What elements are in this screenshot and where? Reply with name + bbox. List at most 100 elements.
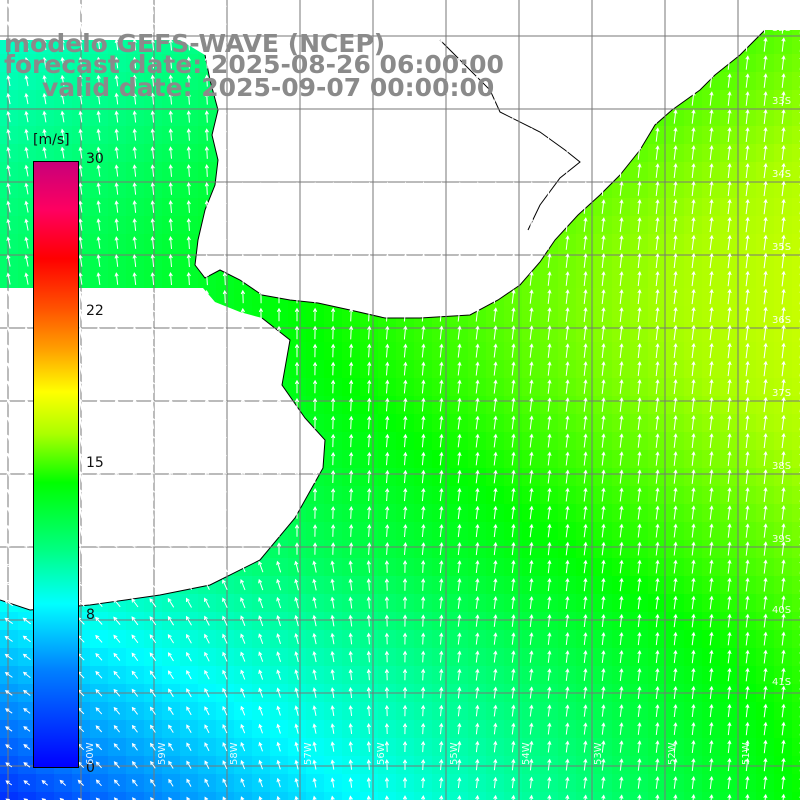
- wind-cell: [792, 612, 800, 630]
- wind-arrow: [204, 164, 209, 177]
- wind-arrow: [168, 38, 173, 51]
- wind-arrow: [475, 73, 480, 88]
- wind-arrow: [637, 235, 642, 250]
- wind-arrow: [619, 163, 624, 178]
- wind-arrow: [619, 145, 624, 160]
- wind-arrow: [96, 128, 101, 141]
- wind-arrow: [511, 235, 516, 250]
- wind-arrow: [781, 216, 786, 233]
- wind-arrow: [727, 91, 732, 106]
- wind-arrow: [78, 74, 83, 87]
- wind-arrow: [132, 128, 137, 141]
- wind-arrow: [745, 234, 750, 251]
- wind-arrow: [457, 217, 462, 232]
- wind-arrow: [673, 127, 678, 142]
- wind-arrow: [312, 74, 318, 87]
- wind-arrow: [565, 109, 570, 124]
- wind-arrow: [583, 181, 588, 196]
- wind-arrow: [637, 19, 642, 34]
- wind-cell: [792, 630, 800, 648]
- wind-arrow: [276, 217, 282, 232]
- wind-arrow: [24, 236, 29, 249]
- wind-arrow: [60, 2, 65, 15]
- wind-arrow: [637, 181, 642, 196]
- wind-arrow: [763, 73, 768, 88]
- wind-arrow: [78, 218, 83, 231]
- lat-label: 36S: [772, 315, 792, 326]
- wind-arrow: [42, 56, 47, 69]
- wind-arrow: [529, 163, 534, 178]
- wind-arrow: [132, 218, 137, 231]
- wind-arrow: [655, 234, 660, 251]
- wind-cell: [792, 648, 800, 666]
- wind-arrow: [403, 163, 408, 178]
- wind-arrow: [312, 181, 318, 196]
- wind-arrow: [493, 1, 498, 16]
- wind-arrow: [511, 127, 516, 142]
- wind-arrow: [385, 181, 390, 196]
- wind-arrow: [403, 91, 408, 106]
- wind-arrow: [781, 126, 786, 143]
- wind-arrow: [745, 198, 750, 215]
- wind-cell: [90, 792, 108, 800]
- wind-arrow: [601, 37, 606, 52]
- wind-arrow: [691, 145, 696, 160]
- wind-arrow: [330, 145, 336, 160]
- wind-cell: [126, 792, 144, 800]
- wind-arrow: [763, 1, 768, 16]
- wind-arrow: [168, 182, 173, 195]
- wind-cell: [792, 450, 800, 468]
- wind-arrow: [60, 146, 65, 159]
- wind-arrow: [655, 163, 660, 178]
- wind-cell: [792, 738, 800, 756]
- wind-arrow: [96, 20, 101, 33]
- wind-arrow: [78, 92, 83, 105]
- wind-arrow: [6, 182, 11, 195]
- wind-arrow: [276, 145, 282, 159]
- wind-arrow: [60, 110, 65, 123]
- wind-arrow: [745, 73, 750, 88]
- wind-arrow: [96, 2, 101, 15]
- wind-arrow: [6, 3, 11, 14]
- wind-arrow: [619, 19, 624, 34]
- wind-arrow: [727, 19, 732, 34]
- wind-cell: [792, 396, 800, 414]
- wind-arrow: [529, 109, 534, 124]
- wind-arrow: [457, 73, 462, 88]
- wind-arrow: [583, 91, 588, 106]
- wind-arrow: [312, 92, 318, 105]
- wind-arrow: [258, 74, 264, 87]
- wind-arrow: [565, 235, 570, 250]
- wind-arrow: [222, 92, 228, 105]
- wind-arrow: [367, 91, 372, 106]
- wind-arrow: [6, 146, 11, 159]
- wind-arrow: [781, 234, 786, 251]
- wind-arrow: [60, 74, 65, 87]
- wind-cell: [792, 540, 800, 558]
- wind-arrow: [583, 199, 588, 214]
- wind-arrow: [186, 20, 191, 33]
- wind-arrow: [691, 37, 696, 52]
- wind-arrow: [457, 2, 462, 15]
- wind-arrow: [132, 236, 137, 249]
- wind-arrow: [222, 56, 228, 69]
- wind-arrow: [150, 2, 155, 15]
- wind-arrow: [114, 218, 119, 231]
- wind-arrow: [186, 128, 191, 141]
- wind-arrow: [186, 253, 191, 268]
- wind-arrow: [529, 217, 534, 232]
- wind-arrow: [529, 1, 534, 16]
- wind-arrow: [709, 1, 714, 16]
- coastline: [0, 29, 766, 611]
- wind-arrow: [619, 1, 624, 16]
- wind-arrow: [24, 128, 29, 141]
- wind-arrow: [240, 20, 246, 33]
- wind-arrow: [240, 164, 246, 177]
- wind-arrows: [4, 1, 800, 800]
- wind-arrow: [457, 127, 462, 142]
- wind-arrow: [619, 127, 624, 142]
- wind-arrow: [655, 1, 660, 16]
- wind-arrow: [547, 109, 552, 124]
- wind-arrow: [204, 20, 209, 33]
- wind-arrow: [114, 236, 119, 249]
